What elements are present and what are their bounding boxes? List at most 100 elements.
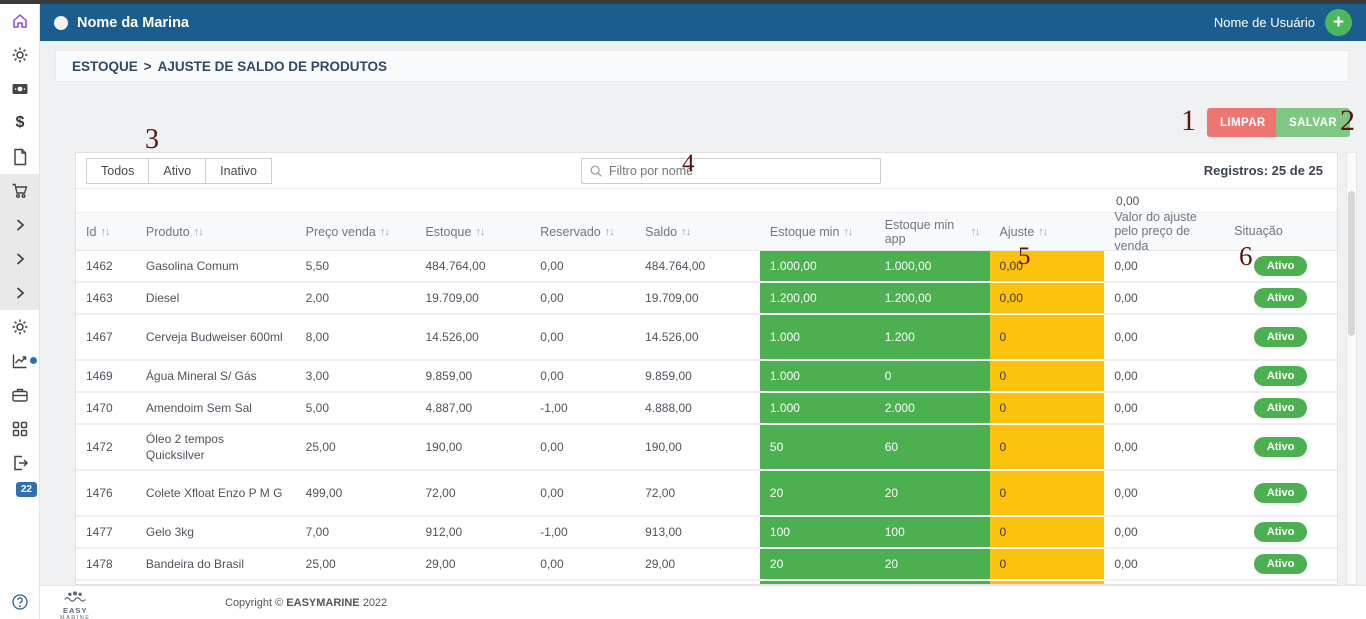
sidebar-item-submenu-1[interactable] [0,208,40,242]
add-button[interactable]: + [1325,9,1352,36]
save-button[interactable]: SALVAR [1276,108,1350,137]
cell-estoque_min[interactable]: 50 [760,425,875,471]
products-table-card: Todos Ativo Inativo Registros: 25 de 25 … [75,152,1338,585]
table-row: 1476Colete Xfloat Enzo P M G499,0072,000… [76,471,1337,517]
cell-preco_venda: 8,00 [296,315,416,361]
cell-reservado: 0,00 [530,315,635,361]
sidebar-item-submenu-2[interactable] [0,242,40,276]
cell-estoque_min[interactable]: 100 [760,517,875,549]
briefcase-icon [11,386,29,404]
cell-ajuste[interactable]: 0 [990,517,1105,549]
sidebar-item-config[interactable] [0,310,40,344]
sidebar-item-services[interactable] [0,378,40,412]
search-input[interactable] [609,164,873,178]
sidebar: $ 22 [0,4,40,619]
cell-situacao: Ativo [1224,315,1337,361]
column-header-estoque_min[interactable]: Estoque min↑↓ [760,213,875,250]
cell-estoque_min[interactable]: 1.000 [760,393,875,425]
cell-valor_ajuste: 0,00 [1104,425,1224,471]
grid-icon [11,420,29,438]
cell-ajuste[interactable]: 0 [990,471,1105,517]
annotation-2: 2 [1340,104,1355,138]
cell-estoque_min_app[interactable]: 1.200,00 [875,283,990,315]
cell-estoque_min_app[interactable]: 60 [875,425,990,471]
column-header-id[interactable]: Id↑↓ [76,213,136,250]
cell-estoque_min[interactable]: 20 [760,471,875,517]
cell-situacao: Ativo [1224,549,1337,581]
cell-id: 1463 [76,283,136,315]
table-row: 1462Gasolina Comum5,50484.764,000,00484.… [76,251,1337,283]
cell-estoque_min_app[interactable]: 2.000 [875,393,990,425]
sidebar-item-settings[interactable] [0,38,40,72]
help-icon [11,593,29,611]
cell-estoque_min_app[interactable]: 1.000,00 [875,251,990,283]
cell-estoque_min_app[interactable]: 20 [875,549,990,581]
cell-ajuste[interactable]: 0,00 [990,283,1105,315]
sort-arrows-icon: ↑↓ [971,226,980,238]
cell-estoque_min_app[interactable]: 1.200 [875,315,990,361]
cell-estoque_min_app[interactable]: 0 [875,361,990,393]
scrollbar-thumb[interactable] [1348,191,1355,336]
sidebar-item-home[interactable] [0,4,40,38]
cell-produto: Gelo 3kg [136,517,296,549]
sidebar-item-reports[interactable] [0,344,40,378]
sidebar-item-logout[interactable] [0,446,40,480]
cell-saldo: 4.888,00 [635,393,760,425]
column-header-produto[interactable]: Produto↑↓ [136,213,296,250]
table-row: 1467Cerveja Budweiser 600ml8,0014.526,00… [76,315,1337,361]
column-header-estoque[interactable]: Estoque↑↓ [415,213,530,250]
column-header-ajuste[interactable]: Ajuste↑↓ [990,213,1105,250]
home-icon [11,12,29,30]
cell-ajuste[interactable]: 0 [990,361,1105,393]
chevron-right-icon [11,284,29,302]
cell-ajuste[interactable]: 0,00 [990,251,1105,283]
column-header-preco_venda[interactable]: Preço venda↑↓ [296,213,416,250]
breadcrumb: ESTOQUE > AJUSTE DE SALDO DE PRODUTOS [55,50,1349,82]
clear-button[interactable]: LIMPAR [1207,108,1279,137]
app-header: Nome da Marina Nome de Usuário + [40,4,1366,41]
cell-produto: Colete Xfloat Enzo P M G [136,471,296,517]
sidebar-item-cart[interactable] [0,174,40,208]
cell-estoque_min[interactable]: 1.200,00 [760,283,875,315]
cell-estoque_min[interactable]: 1.000 [760,361,875,393]
cell-ajuste[interactable]: 0 [990,393,1105,425]
breadcrumb-section[interactable]: ESTOQUE [72,59,138,74]
cell-estoque_min[interactable]: 1.000 [760,315,875,361]
tab-ativo[interactable]: Ativo [149,158,206,184]
sidebar-item-submenu-3[interactable] [0,276,40,310]
tab-inativo[interactable]: Inativo [206,158,272,184]
cell-ajuste[interactable]: 0 [990,549,1105,581]
copyright-text: Copyright © EASYMARINE 2022 [225,597,387,609]
cart-icon [11,182,29,200]
cell-id: 1476 [76,471,136,517]
cell-preco_venda: 25,00 [296,549,416,581]
sort-arrows-icon: ↑↓ [681,226,690,238]
cell-saldo: 484.764,00 [635,251,760,283]
column-header-reservado[interactable]: Reservado↑↓ [530,213,635,250]
table-row: 1478Bandeira do Brasil25,0029,000,0029,0… [76,549,1337,581]
cell-ajuste[interactable]: 0 [990,315,1105,361]
cell-estoque_min_app[interactable]: 100 [875,517,990,549]
column-header-estoque_min_app[interactable]: Estoque min app↑↓ [875,213,990,250]
annotation-1: 1 [1181,104,1196,138]
cell-estoque_min[interactable]: 20 [760,549,875,581]
cell-estoque_min_app[interactable]: 20 [875,471,990,517]
user-name[interactable]: Nome de Usuário [1214,15,1315,30]
cell-estoque_min[interactable]: 1.000,00 [760,251,875,283]
cell-estoque: 19.709,00 [415,283,530,315]
tab-todos[interactable]: Todos [86,158,149,184]
annotation-3: 3 [145,124,159,156]
easymarine-logo: EASY MARINE [60,589,90,619]
sidebar-item-help[interactable] [0,593,40,611]
sidebar-item-documents[interactable] [0,140,40,174]
plus-icon: + [1333,12,1344,33]
sidebar-item-cash[interactable] [0,72,40,106]
table-toolbar: Todos Ativo Inativo Registros: 25 de 25 [76,153,1337,189]
name-filter [581,158,881,184]
cell-ajuste[interactable]: 0 [990,425,1105,471]
sidebar-item-finance[interactable]: $ [0,106,40,140]
table-scrollbar[interactable] [1346,152,1357,585]
sidebar-item-apps[interactable] [0,412,40,446]
cell-estoque: 9.859,00 [415,361,530,393]
column-header-saldo[interactable]: Saldo↑↓ [635,213,760,250]
